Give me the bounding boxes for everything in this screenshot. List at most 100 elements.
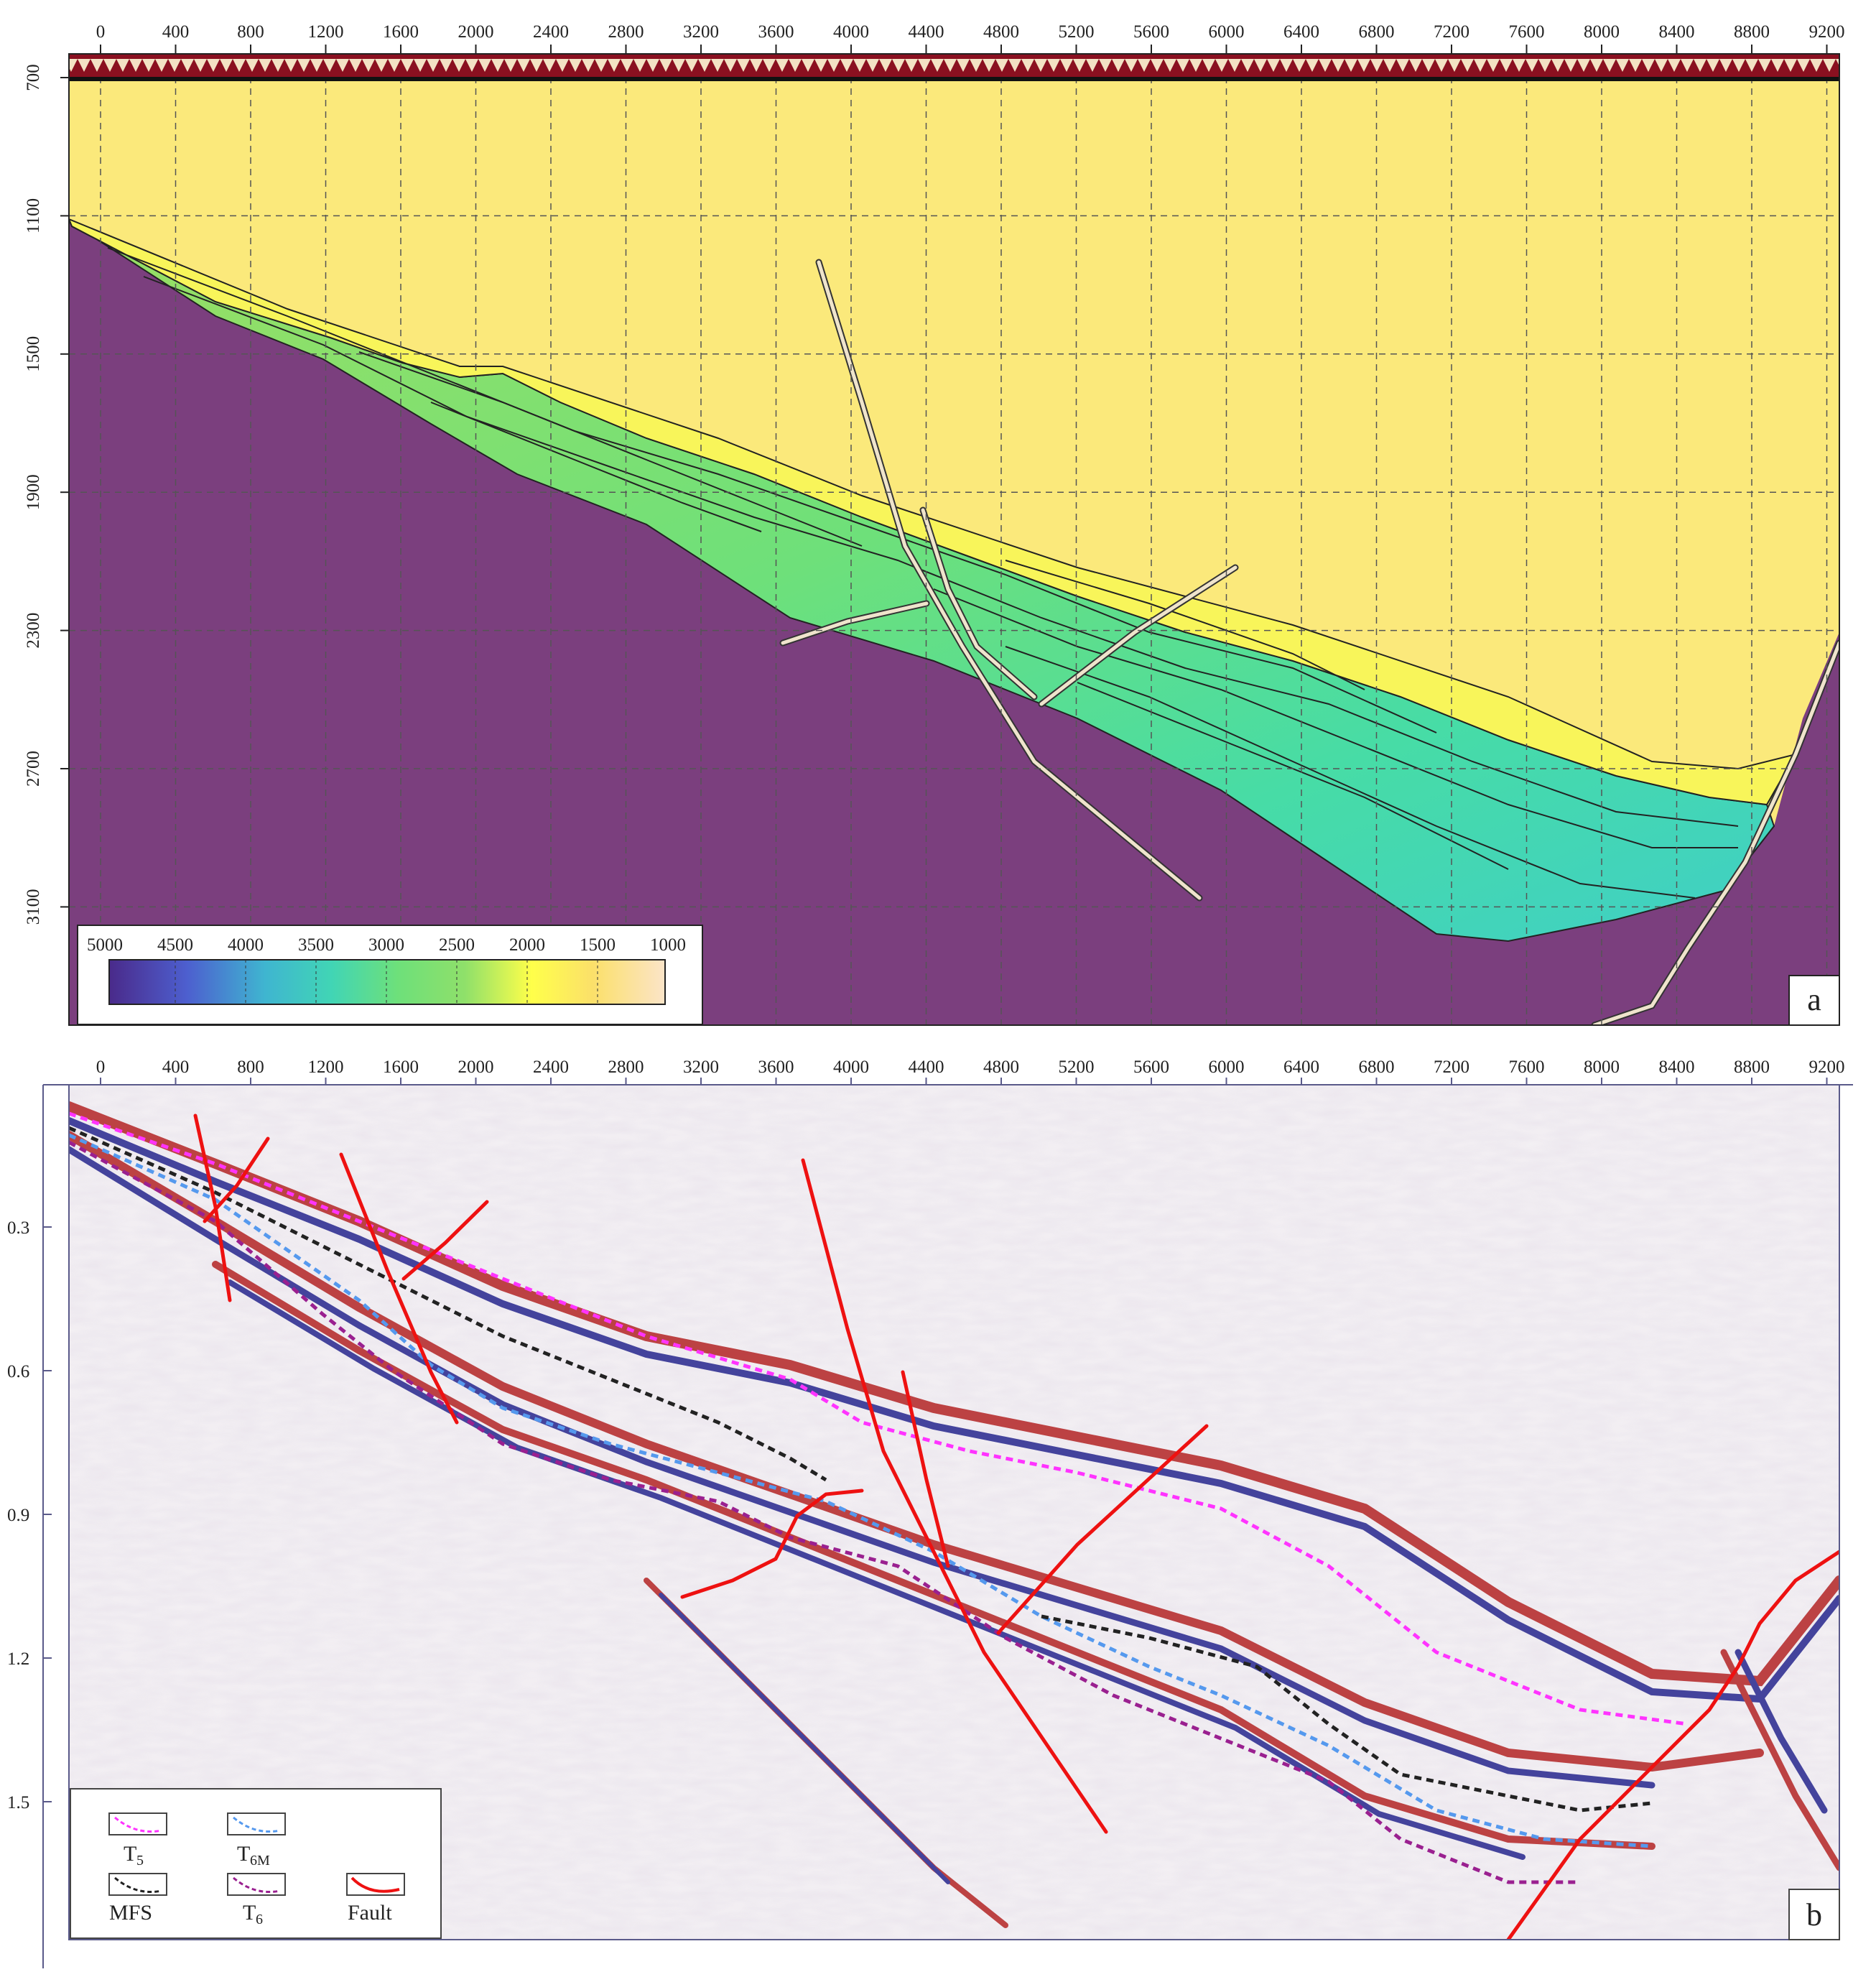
x-tick-label: 4000 (833, 22, 869, 42)
y-tick-label: 1.5 (7, 1793, 29, 1812)
x-tick-label: 8800 (1734, 22, 1770, 42)
x-tick-label: 0 (96, 1057, 106, 1077)
x-tick-label: 4800 (983, 1057, 1019, 1077)
x-tick-label: 8000 (1584, 22, 1620, 42)
x-tick-label: 4000 (833, 1057, 869, 1077)
x-tick-label: 6400 (1283, 1057, 1319, 1077)
svg-text:5: 5 (136, 1853, 144, 1869)
panel-a-letter-box (1788, 975, 1840, 1026)
colorbar-gradient (108, 959, 666, 1005)
x-tick-label: 400 (162, 1057, 190, 1077)
colorbar-label: 4500 (157, 935, 193, 955)
grid-panel-a (69, 54, 1839, 1025)
x-ticks-panel-b: 0 400 800 1200 1600 2000 2400 2800 3200 3600 4000 4… (96, 1057, 1845, 1085)
x-tick-label: 6800 (1359, 22, 1395, 42)
faults-panel-a-fill (781, 260, 1839, 1025)
x-tick-label: 6000 (1209, 22, 1245, 42)
legend-item-mfs: MFS (108, 1873, 167, 1925)
colorbar-label: 3500 (298, 935, 334, 955)
x-tick-label: 7200 (1434, 22, 1469, 42)
y-tick-label: 2300 (24, 613, 43, 649)
x-tick-label: 2400 (533, 1057, 569, 1077)
horizon-t6m (69, 1133, 1653, 1848)
x-tick-label: 6800 (1359, 1057, 1395, 1077)
x-tick-label: 1600 (383, 22, 419, 42)
legend-item-t6: T 6 (227, 1873, 286, 1927)
colorbar-label: 4000 (228, 935, 264, 955)
horizon-t6 (69, 1140, 1580, 1884)
surface-band (69, 54, 1839, 77)
x-tick-label: 2000 (458, 1057, 494, 1077)
legend-item-fault: Fault (346, 1873, 405, 1925)
panel-a-letter: a (1807, 982, 1821, 1017)
svg-text:T: T (237, 1842, 250, 1866)
svg-text:T: T (243, 1901, 256, 1925)
x-tick-label: 1200 (308, 1057, 344, 1077)
svg-text:6M: 6M (250, 1853, 270, 1869)
x-tick-label: 1200 (308, 22, 344, 42)
colorbar-label: 2500 (439, 935, 475, 955)
x-tick-label: 3200 (683, 1057, 719, 1077)
panel-b-seismic-section: 0 400 800 1200 1600 2000 2400 2800 3200 3600 4000 4… (7, 1057, 1853, 1968)
y-tick-label: 700 (24, 64, 43, 91)
x-tick-label: 8400 (1659, 22, 1695, 42)
faults-panel-b (193, 1113, 1839, 1940)
x-tick-label: 7600 (1509, 1057, 1545, 1077)
x-tick-label: 2400 (533, 22, 569, 42)
colorbar-label: 3000 (368, 935, 404, 955)
svg-text:6: 6 (256, 1912, 263, 1927)
horizon-mfs (69, 1126, 1653, 1812)
x-tick-label: 6400 (1283, 22, 1319, 42)
sand-belt (69, 218, 1798, 806)
x-tick-label: 9200 (1809, 1057, 1845, 1077)
x-tick-label: 4400 (909, 22, 944, 42)
x-tick-label: 2800 (608, 1057, 644, 1077)
x-tick-label: 1600 (383, 1057, 419, 1077)
x-tick-label: 2000 (458, 22, 494, 42)
x-tick-label: 5600 (1133, 22, 1169, 42)
svg-text:MFS: MFS (109, 1901, 152, 1925)
colorbar-labels: 5000 4500 4000 3500 3000 2500 2000 1500 1000 (87, 935, 686, 1004)
y-tick-label: 1.2 (7, 1649, 29, 1669)
x-tick-label: 4400 (909, 1057, 944, 1077)
panel-b-letter: b (1806, 1897, 1822, 1932)
x-tick-label: 3600 (758, 1057, 794, 1077)
colorbar-label: 2000 (509, 935, 545, 955)
panel-a-geologic-model: 0 400 800 1200 1600 2000 2400 2800 3200 3600 4000 4… (24, 22, 1845, 1026)
seismic-reflections (69, 1101, 1839, 1928)
x-tick-label: 2800 (608, 22, 644, 42)
panel-b-letter-box (1788, 1889, 1840, 1940)
x-tick-label: 0 (96, 22, 106, 42)
x-ticks-panel-a: 0 400 800 1200 1600 2000 2400 2800 3200 3600 4000 4… (96, 22, 1845, 54)
x-tick-label: 8000 (1584, 1057, 1620, 1077)
colorbar-legend: 5000 4500 4000 3500 3000 2500 2000 1500 1000 (77, 925, 703, 1025)
y-tick-label: 0.9 (7, 1506, 29, 1525)
basement-layer (69, 219, 1839, 1025)
x-tick-label: 4800 (983, 22, 1019, 42)
horizon-legend: T 5 T 6M MFS T 6 (70, 1788, 442, 1939)
surface-line (69, 77, 1839, 81)
panel-a-frame (68, 53, 1840, 1026)
y-tick-label: 3100 (24, 889, 43, 925)
x-tick-label: 9200 (1809, 22, 1845, 42)
y-tick-label: 0.3 (7, 1218, 29, 1238)
colorbar-label: 5000 (87, 935, 123, 955)
y-tick-label: 2700 (24, 751, 43, 787)
colorbar-label: 1500 (580, 935, 616, 955)
y-tick-label: 0.6 (7, 1362, 29, 1381)
y-ticks-panel-a: 700 1100 1500 1900 2300 2700 3100 (24, 64, 69, 925)
y-tick-label: 1500 (24, 336, 43, 372)
x-tick-label: 400 (162, 22, 190, 42)
x-tick-label: 6000 (1209, 1057, 1245, 1077)
colorbar-label: 1000 (650, 935, 686, 955)
x-tick-label: 5200 (1059, 22, 1095, 42)
y-tick-label: 1100 (24, 198, 43, 233)
x-tick-label: 8400 (1659, 1057, 1695, 1077)
svg-text:Fault: Fault (348, 1901, 392, 1925)
x-tick-label: 7600 (1509, 22, 1545, 42)
legend-item-t6m: T 6M (227, 1812, 286, 1869)
x-tick-label: 8800 (1734, 1057, 1770, 1077)
x-tick-label: 800 (237, 22, 264, 42)
x-tick-label: 3600 (758, 22, 794, 42)
